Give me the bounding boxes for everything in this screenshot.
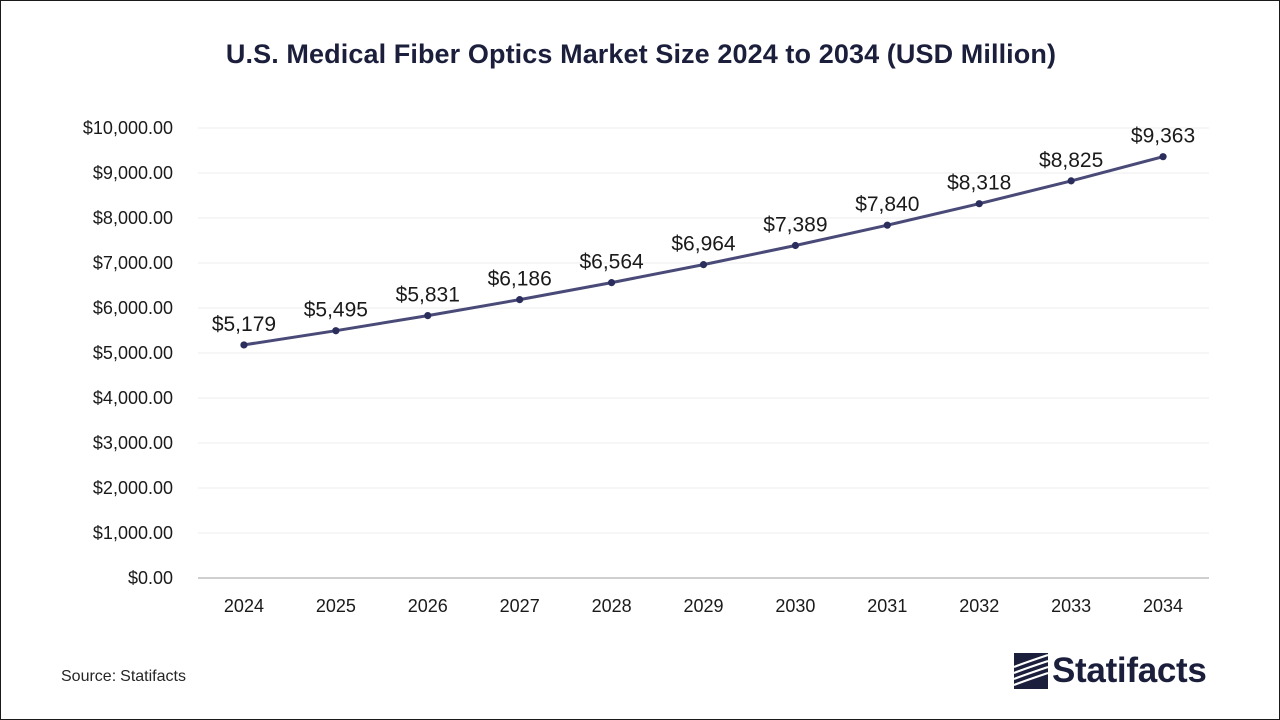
source-note: Source: Statifacts (61, 668, 186, 686)
data-point (516, 296, 524, 304)
grid-lines (198, 127, 1209, 534)
x-tick-label: 2024 (224, 596, 264, 616)
data-point (883, 221, 891, 229)
x-tick-label: 2033 (1051, 596, 1091, 616)
y-tick-label: $5,000.00 (93, 343, 173, 363)
y-tick-label: $7,000.00 (93, 253, 173, 273)
data-point (424, 312, 432, 320)
data-point (332, 327, 340, 335)
y-tick-label: $0.00 (128, 568, 173, 588)
x-tick-label: 2028 (592, 596, 632, 616)
statifacts-logo-icon (1014, 653, 1048, 689)
data-label: $5,831 (396, 284, 460, 307)
y-tick-label: $3,000.00 (93, 433, 173, 453)
data-labels: $5,179 $5,495 $5,831 $6,186 $6,564 $6,964 $7,3… (212, 125, 1195, 336)
data-point (607, 279, 616, 287)
data-label: $5,495 (304, 299, 368, 322)
data-point (1067, 177, 1075, 185)
source-prefix: Source: (61, 668, 117, 685)
y-tick-label: $9,000.00 (93, 163, 173, 183)
x-tick-label: 2025 (316, 596, 356, 616)
line-chart: $0.00 $1,000.00 $2,000.00 $3,000.00 $4,000.0… (83, 118, 1209, 616)
y-tick-label: $6,000.00 (93, 298, 173, 318)
x-tick-label: 2034 (1143, 596, 1183, 616)
data-label: $8,825 (1039, 149, 1103, 172)
x-tick-label: 2027 (500, 596, 540, 616)
x-tick-label: 2030 (775, 596, 815, 616)
data-point (1159, 153, 1167, 161)
x-tick-label: 2032 (959, 596, 999, 616)
data-label: $6,186 (488, 268, 552, 291)
data-label: $7,840 (855, 193, 919, 216)
y-tick-label: $10,000.00 (83, 118, 173, 138)
y-tick-label: $4,000.00 (93, 388, 173, 408)
data-point (240, 341, 248, 349)
y-axis-labels: $0.00 $1,000.00 $2,000.00 $3,000.00 $4,000.0… (83, 118, 173, 588)
data-point (975, 200, 983, 208)
data-point (699, 261, 708, 269)
data-label: $8,318 (947, 172, 1011, 195)
data-point (791, 241, 800, 250)
x-tick-label: 2026 (408, 596, 448, 616)
chart-title: U.S. Medical Fiber Optics Market Size 20… (225, 39, 1057, 69)
data-label: $5,179 (212, 313, 276, 336)
data-label: $7,389 (763, 213, 827, 236)
x-tick-label: 2029 (683, 596, 723, 616)
x-tick-label: 2031 (867, 596, 907, 616)
source-name: Statifacts (120, 668, 186, 685)
y-tick-label: $2,000.00 (93, 478, 173, 498)
y-tick-label: $8,000.00 (93, 208, 173, 228)
x-axis-labels: 2024 2025 2026 2027 2028 2029 2030 2031 2032 2033… (224, 596, 1183, 616)
series-points (240, 153, 1167, 349)
brand-logo: Statifacts (1014, 650, 1207, 692)
brand-name: Statifacts (1052, 651, 1207, 690)
y-tick-label: $1,000.00 (93, 523, 173, 543)
data-label: $9,363 (1131, 125, 1195, 148)
data-label: $6,964 (671, 233, 736, 256)
data-label: $6,564 (579, 251, 644, 274)
